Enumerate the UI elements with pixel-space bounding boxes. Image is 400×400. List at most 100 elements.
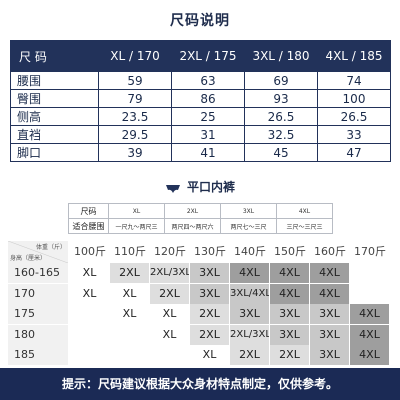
size-chart-cell: 41 — [171, 143, 245, 162]
brief-table-cell: 4XL — [276, 203, 333, 219]
fit-cell: 3XL — [270, 304, 309, 324]
size-chart-row-label: 脚口 — [10, 143, 99, 162]
size-chart-cell: 26.5 — [244, 107, 318, 126]
size-chart-row-label: 侧高 — [10, 107, 99, 126]
size-chart-header-row: 尺 码 XL / 170 2XL / 175 3XL / 180 4XL / 1… — [10, 40, 391, 72]
weight-column-header: 130斤 — [194, 245, 226, 258]
fit-cell: 3XL — [310, 304, 349, 324]
weight-column-header: 110斤 — [114, 245, 146, 258]
size-chart-header-2xl: 2XL / 175 — [171, 40, 245, 72]
fit-cell: 4XL — [310, 283, 349, 304]
fit-cell: 4XL — [230, 263, 269, 283]
size-chart-cell: 86 — [171, 89, 245, 108]
fit-cell: 2XL/3XL — [230, 324, 269, 345]
weight-column-header: 100斤 — [74, 245, 106, 258]
brief-table-label: 适合腰围 — [68, 218, 109, 234]
fit-cell: XL — [150, 304, 189, 324]
fit-cell: 4XL — [350, 345, 389, 365]
fit-cell — [110, 345, 149, 365]
brief-title-text: 平口内裤 — [186, 180, 235, 194]
weight-column-header: 120斤 — [154, 245, 186, 258]
size-chart-table: 尺 码 XL / 170 2XL / 175 3XL / 180 4XL / 1… — [10, 40, 391, 162]
size-chart-row-label: 臀围 — [10, 89, 99, 108]
fit-cell: 2XL — [150, 283, 189, 304]
fit-cell: 2XL — [270, 345, 309, 365]
weight-column-header: 160斤 — [314, 245, 346, 258]
fit-cell — [350, 283, 389, 304]
size-chart-header-xl: XL / 170 — [98, 40, 172, 72]
brief-table-cell: 两尺四～两尺六 — [164, 218, 221, 234]
height-row-header: 160-165 — [8, 263, 68, 283]
size-chart-cell: 29.5 — [98, 125, 172, 144]
brief-table-row: 适合腰围 一尺九～两尺三 两尺四～两尺六 两尺七～三尺 三尺～三尺三 — [68, 218, 333, 234]
fit-grid-corner: 体重（斤） 身高（厘米） — [8, 241, 68, 263]
fit-cell: 2XL — [110, 263, 149, 283]
size-chart-cell: 25 — [171, 107, 245, 126]
fit-cell: 4XL — [310, 263, 349, 283]
size-chart-header-label: 尺 码 — [10, 40, 99, 72]
height-row-header: 170 — [8, 283, 68, 304]
size-chart-row: 侧高 23.5 25 26.5 26.5 — [10, 107, 391, 126]
footer-note: 提示：尺码建议根据大众身材特点制定，仅供参考。 — [0, 368, 400, 400]
size-chart-cell: 26.5 — [317, 107, 391, 126]
brief-table-cell: 三尺～三尺三 — [276, 218, 333, 234]
size-chart-cell: 31 — [171, 125, 245, 144]
fit-cell: XL — [190, 345, 229, 365]
fit-cell: 3XL/4XL — [230, 283, 269, 304]
fit-cell: 2XL — [230, 345, 269, 365]
fit-cell: XL — [70, 283, 109, 304]
fit-cell — [350, 263, 389, 283]
size-chart-row: 直裆 29.5 31 32.5 33 — [10, 125, 391, 144]
size-chart-cell: 69 — [244, 71, 318, 90]
fit-cell: 2XL/3XL — [150, 263, 189, 283]
underwear-icon — [165, 185, 180, 193]
size-chart-cell: 45 — [244, 143, 318, 162]
fit-cell — [70, 345, 109, 365]
fit-cell: 4XL — [270, 263, 309, 283]
fit-cell: 3XL — [310, 345, 349, 365]
size-chart-cell: 93 — [244, 89, 318, 108]
brief-table-cell: XL — [108, 203, 165, 219]
fit-cell: 3XL — [190, 263, 229, 283]
fit-grid: 体重（斤） 身高（厘米） 100斤 110斤 120斤 130斤 140斤 150斤 160… — [8, 241, 393, 365]
fit-cell: XL — [110, 283, 149, 304]
height-row-header: 175 — [8, 304, 68, 324]
fit-cell — [150, 345, 189, 365]
fit-cell: 2XL — [190, 324, 229, 345]
weight-column-header: 170斤 — [354, 245, 386, 258]
size-chart-header-4xl: 4XL / 185 — [317, 40, 391, 72]
fit-cell: 4XL — [350, 324, 389, 345]
fit-cell: 3XL — [190, 283, 229, 304]
brief-section-title: 平口内裤 — [0, 178, 400, 195]
fit-cell: 3XL — [310, 324, 349, 345]
brief-table-label: 尺码 — [68, 203, 109, 219]
brief-table-cell: 一尺九～两尺三 — [108, 218, 165, 234]
brief-table-cell: 3XL — [220, 203, 277, 219]
fit-cell — [70, 304, 109, 324]
brief-table-row: 尺码 XL 2XL 3XL 4XL — [68, 203, 333, 219]
size-chart-cell: 59 — [98, 71, 172, 90]
fit-cell: XL — [110, 304, 149, 324]
size-chart-cell: 32.5 — [244, 125, 318, 144]
fit-cell: 3XL — [230, 304, 269, 324]
fit-cell: 2XL — [190, 304, 229, 324]
weight-column-header: 150斤 — [274, 245, 306, 258]
corner-height-label: 身高（厘米） — [10, 255, 47, 262]
size-chart-cell: 74 — [317, 71, 391, 90]
weight-column-header: 140斤 — [234, 245, 266, 258]
size-chart-cell: 79 — [98, 89, 172, 108]
size-chart-row: 臀围 79 86 93 100 — [10, 89, 391, 108]
fit-cell: XL — [70, 263, 109, 283]
size-chart-row: 腰围 59 63 69 74 — [10, 71, 391, 90]
height-row-header: 185 — [8, 345, 68, 365]
size-chart-row: 脚口 39 41 45 47 — [10, 143, 391, 162]
brief-size-table: 尺码 XL 2XL 3XL 4XL 适合腰围 一尺九～两尺三 两尺四～两尺六 两尺七～三尺 三尺～… — [68, 203, 333, 234]
fit-cell — [70, 324, 109, 345]
size-chart-cell: 23.5 — [98, 107, 172, 126]
size-chart-cell: 47 — [317, 143, 391, 162]
fit-cell: 3XL — [270, 324, 309, 345]
size-chart-cell: 33 — [317, 125, 391, 144]
brief-table-cell: 2XL — [164, 203, 221, 219]
height-row-header: 180 — [8, 324, 68, 345]
page-title: 尺码说明 — [170, 13, 230, 29]
